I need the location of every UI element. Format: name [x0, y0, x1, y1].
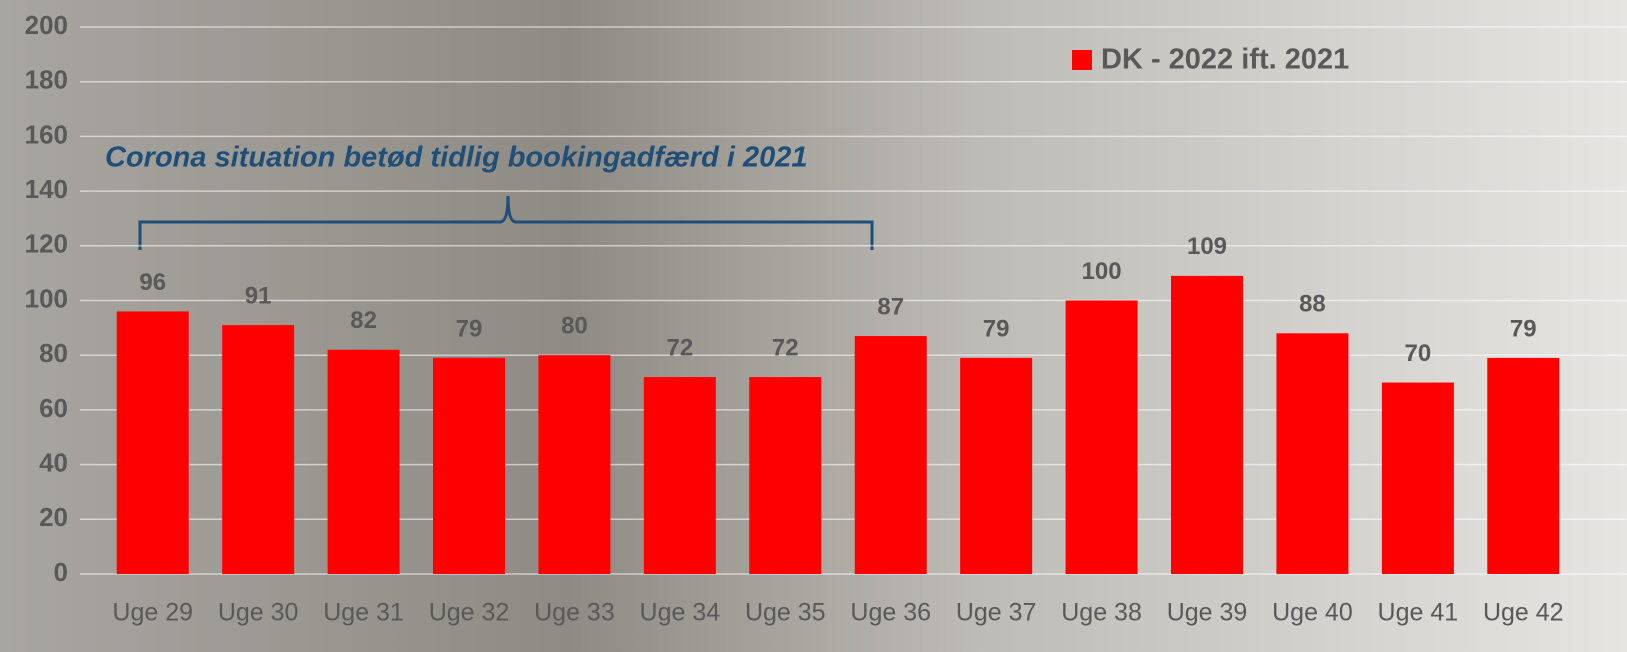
bar [433, 358, 505, 574]
chart: Corona situation betød tidlig bookingadf… [0, 0, 1627, 652]
y-tick-label: 140 [25, 174, 68, 204]
bar [644, 377, 716, 574]
data-label: 82 [350, 307, 377, 334]
bar [855, 336, 927, 574]
bar [538, 355, 610, 574]
data-label: 79 [456, 315, 483, 342]
bar [960, 358, 1032, 574]
bar [1066, 301, 1138, 575]
x-tick-label: Uge 32 [429, 599, 510, 627]
data-label: 96 [139, 269, 166, 296]
x-tick-label: Uge 33 [534, 599, 615, 627]
data-label: 72 [667, 334, 694, 361]
bar [749, 377, 821, 574]
data-label: 72 [772, 334, 799, 361]
x-tick-label: Uge 35 [745, 599, 826, 627]
legend-swatch [1072, 50, 1092, 70]
y-tick-label: 160 [25, 119, 68, 149]
bar [328, 350, 400, 574]
x-tick-label: Uge 39 [1167, 599, 1248, 627]
y-tick-label: 200 [25, 10, 68, 40]
data-label: 109 [1187, 233, 1227, 260]
bar [1171, 276, 1243, 574]
annotation: Corona situation betød tidlig bookingadf… [105, 142, 807, 174]
bar [1487, 358, 1559, 574]
legend-label: DK - 2022 ift. 2021 [1101, 44, 1349, 76]
data-label: 79 [1510, 315, 1537, 342]
y-tick-label: 180 [25, 65, 68, 95]
x-tick-label: Uge 37 [956, 599, 1037, 627]
data-label: 70 [1405, 340, 1432, 367]
x-tick-label: Uge 34 [640, 599, 721, 627]
y-tick-label: 40 [39, 447, 68, 477]
x-tick-label: Uge 36 [850, 599, 931, 627]
data-label: 91 [245, 282, 272, 309]
y-tick-label: 20 [39, 502, 68, 532]
bar [222, 325, 294, 574]
bar [1382, 383, 1454, 574]
data-label: 79 [983, 315, 1010, 342]
y-tick-label: 60 [39, 393, 68, 423]
x-tick-label: Uge 29 [112, 599, 193, 627]
x-tick-label: Uge 30 [218, 599, 299, 627]
x-tick-label: Uge 31 [323, 599, 404, 627]
x-tick-label: Uge 41 [1378, 599, 1459, 627]
data-label: 100 [1082, 258, 1122, 285]
x-tick-label: Uge 40 [1272, 599, 1353, 627]
data-label: 80 [561, 313, 588, 340]
page: Corona situation betød tidlig bookingadf… [0, 0, 1627, 652]
data-label: 88 [1299, 291, 1326, 318]
y-tick-label: 120 [25, 229, 68, 259]
data-label: 87 [877, 293, 904, 320]
y-tick-label: 100 [25, 283, 68, 313]
bar [117, 311, 189, 574]
x-tick-label: Uge 38 [1061, 599, 1142, 627]
bar [1276, 333, 1348, 574]
y-tick-label: 0 [54, 557, 68, 587]
y-tick-label: 80 [39, 338, 68, 368]
x-tick-label: Uge 42 [1483, 599, 1564, 627]
